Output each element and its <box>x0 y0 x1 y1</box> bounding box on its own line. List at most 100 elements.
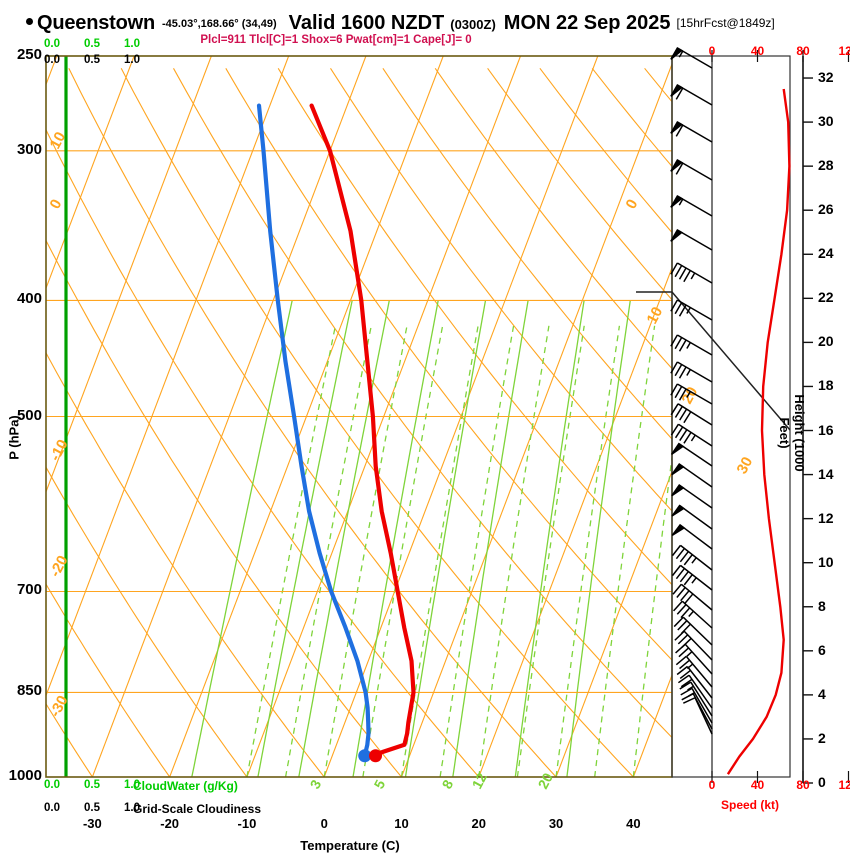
temperature-tick-10: 10 <box>394 816 409 831</box>
wind-barb <box>670 228 713 251</box>
station-coords: -45.03°,168.66° (34,49) <box>162 18 277 30</box>
pressure-tick-400: 400 <box>16 290 42 308</box>
height-tick-24: 24 <box>818 245 834 262</box>
height-tick-32: 32 <box>818 69 834 86</box>
dry-adiabat-lines <box>46 67 672 777</box>
pressure-axis-label: P (hPa) <box>6 415 22 460</box>
speed-tick-120: 120 <box>838 778 850 792</box>
saturated-adiabat-lines <box>246 325 672 777</box>
temperature-tick-0: 0 <box>320 816 328 831</box>
wind-panel-divider <box>636 291 791 431</box>
temperature-tick-40: 40 <box>626 816 641 831</box>
isobar-lines <box>46 56 672 777</box>
wind-barb <box>670 334 713 356</box>
station-dot-icon <box>26 18 33 26</box>
wind-barb <box>680 687 713 724</box>
wind-barb <box>670 299 713 321</box>
speed-tick-80: 80 <box>796 44 810 58</box>
wind-barb <box>670 403 713 426</box>
dry-adiabat-label-right-2: 20 <box>679 384 702 407</box>
cloudwater-tick-top-2: 1.0 <box>124 38 140 50</box>
dry-adiabat-label-left-3: -20 <box>47 553 72 580</box>
temperature-tick--20: -20 <box>160 816 180 831</box>
wind-barb <box>672 583 713 611</box>
pressure-tick-250: 250 <box>16 46 42 63</box>
cloudiness-tick-top-0: 0.0 <box>44 54 60 66</box>
surface-dewpoint <box>358 749 372 763</box>
speed-tick-80: 80 <box>796 778 810 792</box>
cloudiness-tick-top-2: 1.0 <box>124 54 140 66</box>
temperature-tick-20: 20 <box>471 816 487 831</box>
cloudwater-tick-bottom-2: 1.0 <box>124 779 140 791</box>
dry-adiabat-label-left-4: -30 <box>47 693 72 720</box>
forecast-hour: [15hrFcst@1849z] <box>676 16 775 30</box>
wind-barb <box>671 463 713 488</box>
valid-zulu: (0300Z) <box>450 17 496 32</box>
wind-barb <box>671 544 713 571</box>
header: Queenstown -45.03°,168.66° (34,49) Valid 1… <box>0 12 850 38</box>
speed-tick-0: 0 <box>708 778 716 792</box>
pressure-tick-700: 700 <box>16 581 42 599</box>
height-axis-ticks <box>803 77 813 784</box>
valid-time: Valid 1600 NZDT <box>288 12 445 34</box>
speed-tick-0: 0 <box>708 44 716 58</box>
wind-barb <box>670 83 713 106</box>
height-tick-30: 30 <box>818 113 834 130</box>
valid-date: MON 22 Sep 2025 <box>503 12 671 34</box>
cloudwater-tick-bottom-1: 0.5 <box>84 779 100 791</box>
wind-barb <box>670 194 713 217</box>
speed-axis-label: Speed (kt) <box>720 798 779 812</box>
wind-barb <box>677 674 713 709</box>
height-tick-14: 14 <box>818 465 834 482</box>
cloudwater-tick-top-1: 0.5 <box>84 38 100 50</box>
temperature-profile <box>309 103 416 758</box>
dry-adiabat-label-right-1: 10 <box>644 304 667 327</box>
height-tick-8: 8 <box>818 597 826 614</box>
dry-adiabat-label-left-1: 0 <box>47 197 66 212</box>
wind-speed-height-curve <box>726 88 791 775</box>
wind-barb <box>671 523 713 550</box>
temperature-tick--10: -10 <box>237 816 257 831</box>
speed-axis-ticks <box>711 50 850 783</box>
mixing-ratio-label-3: 12 <box>469 770 491 791</box>
height-tick-4: 4 <box>818 685 826 702</box>
wind-barb <box>670 262 713 284</box>
cloudiness-tick-bottom-2: 1.0 <box>124 802 140 814</box>
dry-adiabat-label-right-3: 30 <box>734 454 757 477</box>
pressure-tick-300: 300 <box>16 140 42 158</box>
height-tick-16: 16 <box>818 421 834 438</box>
cloudiness-tick-bottom-1: 0.5 <box>84 802 100 814</box>
dry-adiabat-label-right-0: 0 <box>623 197 642 212</box>
cloudiness-tick-bottom-0: 0.0 <box>44 802 60 814</box>
wind-barb <box>676 665 713 699</box>
mixing-ratio-label-1: 5 <box>371 777 389 792</box>
speed-tick-120: 120 <box>838 44 850 58</box>
wind-barb <box>670 158 713 181</box>
cloudiness-legend-label: Grid-Scale Cloudiness <box>133 802 262 816</box>
height-tick-26: 26 <box>818 201 834 218</box>
height-tick-12: 12 <box>818 509 834 526</box>
height-tick-20: 20 <box>818 333 834 350</box>
wind-barb <box>671 564 713 591</box>
wind-barb <box>671 484 713 509</box>
mixing-ratio-label-4: 20 <box>535 770 557 791</box>
height-tick-18: 18 <box>818 377 834 394</box>
skewt-grid <box>46 56 672 777</box>
wind-barb <box>670 361 713 383</box>
surface-markers <box>358 749 383 763</box>
wind-barb <box>670 383 713 405</box>
cloudwater-tick-top-0: 0.0 <box>44 38 60 50</box>
height-tick-22: 22 <box>818 289 834 306</box>
mixing-ratio-label-0: 3 <box>307 777 325 792</box>
pressure-tick-850: 850 <box>16 682 42 700</box>
temperature-axis-label: Temperature (C) <box>300 838 400 853</box>
height-tick-6: 6 <box>818 641 826 658</box>
mixing-ratio-label-2: 8 <box>439 777 457 792</box>
dewpoint-profile <box>256 103 371 758</box>
wind-barb <box>675 643 713 675</box>
wind-barb <box>670 442 713 467</box>
cloudwater-tick-bottom-0: 0.0 <box>44 779 60 791</box>
wind-barb <box>671 504 713 530</box>
height-tick-0: 0 <box>818 774 826 790</box>
